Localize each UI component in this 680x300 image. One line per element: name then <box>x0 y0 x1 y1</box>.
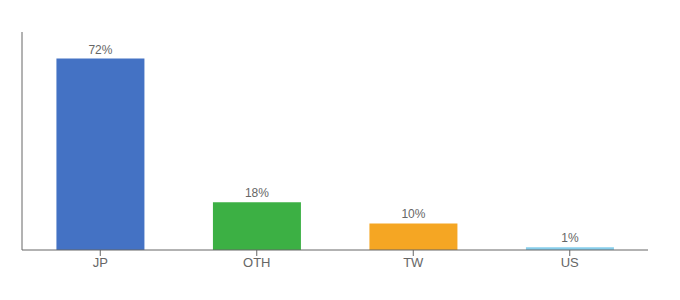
svg-text:18%: 18% <box>245 186 269 200</box>
svg-text:JP: JP <box>93 255 108 270</box>
svg-text:72%: 72% <box>88 43 112 57</box>
svg-text:US: US <box>561 255 579 270</box>
svg-text:TW: TW <box>403 255 424 270</box>
svg-text:10%: 10% <box>401 207 425 221</box>
svg-text:1%: 1% <box>561 231 579 245</box>
svg-text:OTH: OTH <box>243 255 270 270</box>
